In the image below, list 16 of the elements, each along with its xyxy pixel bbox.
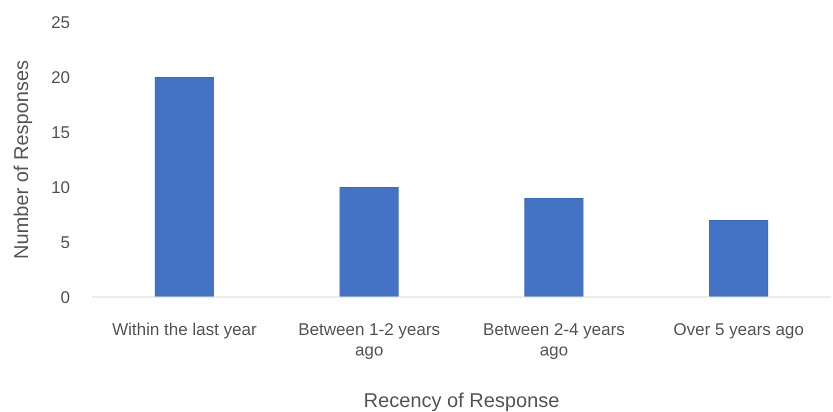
x-tick-label: Over 5 years ago bbox=[673, 320, 804, 339]
x-tick-label: Between 1-2 years ago bbox=[298, 320, 440, 360]
bar bbox=[154, 77, 214, 297]
y-tick-label: 0 bbox=[60, 288, 70, 307]
y-axis-title: Number of Responses bbox=[11, 60, 33, 259]
bar bbox=[709, 220, 768, 297]
x-tick-label: Within the last year bbox=[112, 320, 257, 339]
bar bbox=[340, 187, 399, 297]
y-tick-label: 5 bbox=[60, 232, 70, 252]
y-tick-label: 15 bbox=[51, 122, 70, 142]
x-tick-label: Between 2-4 years ago bbox=[483, 320, 625, 360]
x-axis-title: Recency of Response bbox=[364, 390, 560, 412]
y-tick-label: 10 bbox=[51, 178, 70, 197]
y-tick-label: 20 bbox=[51, 68, 70, 87]
y-tick-label: 25 bbox=[51, 12, 70, 32]
bar bbox=[524, 198, 584, 297]
